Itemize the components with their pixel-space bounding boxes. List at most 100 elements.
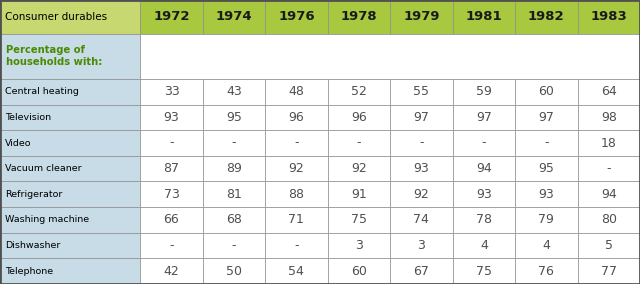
Bar — [140, 0, 203, 34]
Bar — [140, 34, 640, 79]
Bar — [140, 130, 203, 156]
Bar — [577, 0, 640, 34]
Text: 43: 43 — [226, 85, 242, 98]
Bar — [390, 0, 452, 34]
Bar — [390, 79, 452, 105]
Bar — [328, 207, 390, 233]
Bar — [515, 258, 577, 284]
Text: 52: 52 — [351, 85, 367, 98]
Bar — [515, 207, 577, 233]
Text: -: - — [481, 137, 486, 150]
Bar — [328, 233, 390, 258]
Bar — [515, 130, 577, 156]
Text: 79: 79 — [538, 213, 554, 226]
Bar — [265, 207, 328, 233]
Bar — [390, 233, 452, 258]
Text: 1978: 1978 — [340, 10, 377, 23]
Bar — [203, 79, 265, 105]
Bar — [452, 207, 515, 233]
Bar — [390, 130, 452, 156]
Bar — [577, 233, 640, 258]
Bar — [328, 156, 390, 181]
Bar — [140, 105, 203, 130]
Bar — [452, 258, 515, 284]
Text: 1974: 1974 — [216, 10, 252, 23]
Text: 97: 97 — [476, 111, 492, 124]
Text: Central heating: Central heating — [5, 87, 79, 96]
Text: 98: 98 — [601, 111, 617, 124]
Text: 73: 73 — [164, 188, 179, 201]
Bar — [452, 0, 515, 34]
Text: 59: 59 — [476, 85, 492, 98]
Text: Video: Video — [5, 139, 31, 147]
Text: 71: 71 — [289, 213, 305, 226]
Text: 1976: 1976 — [278, 10, 315, 23]
Text: 93: 93 — [476, 188, 492, 201]
Bar — [328, 105, 390, 130]
Bar — [452, 105, 515, 130]
Text: 1981: 1981 — [465, 10, 502, 23]
Bar — [390, 156, 452, 181]
Bar — [140, 207, 203, 233]
Text: 42: 42 — [164, 265, 179, 278]
Text: 67: 67 — [413, 265, 429, 278]
Text: Percentage of
households with:: Percentage of households with: — [6, 45, 103, 67]
Bar — [0, 130, 140, 156]
Bar — [203, 156, 265, 181]
Text: 3: 3 — [355, 239, 363, 252]
Text: Telephone: Telephone — [5, 267, 53, 276]
Text: 78: 78 — [476, 213, 492, 226]
Bar — [140, 181, 203, 207]
Bar — [577, 105, 640, 130]
Bar — [515, 79, 577, 105]
Bar — [203, 0, 265, 34]
Text: 66: 66 — [164, 213, 179, 226]
Text: 96: 96 — [289, 111, 304, 124]
Bar — [577, 130, 640, 156]
Bar — [140, 156, 203, 181]
Bar — [140, 233, 203, 258]
Bar — [203, 233, 265, 258]
Bar — [0, 105, 140, 130]
Bar — [452, 156, 515, 181]
Text: 93: 93 — [164, 111, 179, 124]
Text: 92: 92 — [289, 162, 304, 175]
Text: 81: 81 — [226, 188, 242, 201]
Text: -: - — [169, 137, 173, 150]
Text: 95: 95 — [226, 111, 242, 124]
Text: -: - — [544, 137, 548, 150]
Text: Washing machine: Washing machine — [5, 216, 89, 224]
Text: 60: 60 — [538, 85, 554, 98]
Text: 64: 64 — [601, 85, 616, 98]
Bar — [140, 79, 203, 105]
Text: 4: 4 — [480, 239, 488, 252]
Text: 77: 77 — [601, 265, 617, 278]
Bar — [515, 181, 577, 207]
Text: 97: 97 — [538, 111, 554, 124]
Text: 1979: 1979 — [403, 10, 440, 23]
Bar — [265, 105, 328, 130]
Bar — [0, 181, 140, 207]
Text: 68: 68 — [226, 213, 242, 226]
Text: 97: 97 — [413, 111, 429, 124]
Text: 87: 87 — [163, 162, 179, 175]
Bar — [203, 130, 265, 156]
Text: 1982: 1982 — [528, 10, 564, 23]
Bar — [265, 181, 328, 207]
Bar — [203, 181, 265, 207]
Bar — [577, 207, 640, 233]
Bar — [265, 130, 328, 156]
Text: 89: 89 — [226, 162, 242, 175]
Text: 4: 4 — [542, 239, 550, 252]
Text: 74: 74 — [413, 213, 429, 226]
Text: 48: 48 — [289, 85, 305, 98]
Bar — [577, 181, 640, 207]
Text: 96: 96 — [351, 111, 367, 124]
Bar — [515, 0, 577, 34]
Bar — [328, 181, 390, 207]
Bar — [265, 258, 328, 284]
Text: -: - — [294, 239, 299, 252]
Bar — [0, 207, 140, 233]
Text: Vacuum cleaner: Vacuum cleaner — [5, 164, 82, 173]
Text: Refrigerator: Refrigerator — [5, 190, 63, 199]
